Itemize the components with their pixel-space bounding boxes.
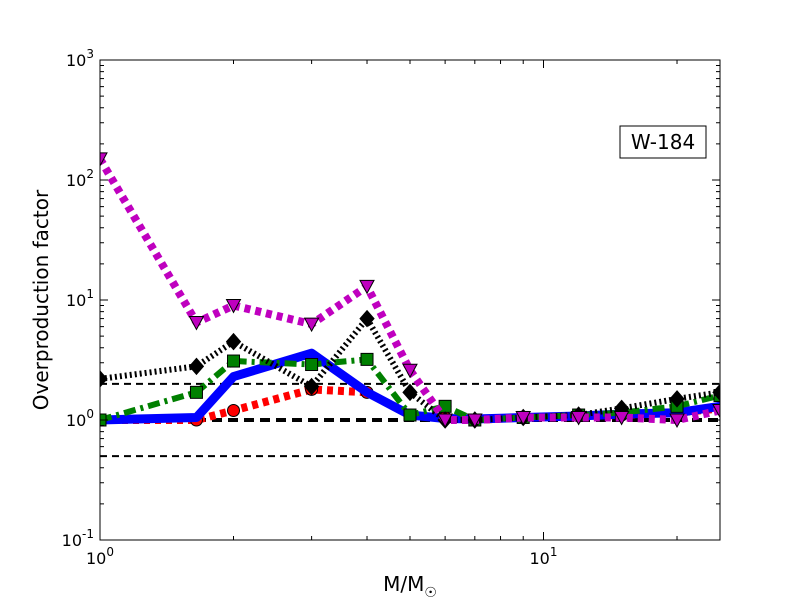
series-3-point xyxy=(403,408,417,422)
x-axis-label-subscript: ☉ xyxy=(424,585,437,600)
series-5 xyxy=(100,152,720,429)
y-tick-label: 101 xyxy=(66,287,94,310)
series-4-point xyxy=(225,332,242,351)
series-3-point xyxy=(305,358,319,372)
series-5-point xyxy=(359,279,375,295)
series-4-point xyxy=(712,383,720,402)
series-4-point xyxy=(188,357,205,376)
plot-background xyxy=(100,60,720,540)
series-5-point xyxy=(613,410,630,426)
x-axis-label: M/M☉ xyxy=(383,572,437,600)
series-4-point xyxy=(100,370,108,388)
series-5-point xyxy=(669,413,685,429)
series-5-point xyxy=(225,298,242,314)
series-4-point xyxy=(359,309,375,328)
series-5-point xyxy=(712,403,720,419)
y-tick-label: 102 xyxy=(66,167,94,190)
series-3-point xyxy=(189,385,203,399)
plot-frame xyxy=(99,59,721,541)
series-5-point xyxy=(188,315,205,331)
annotation-box: W-184 xyxy=(619,125,707,159)
y-tick-label: 103 xyxy=(66,47,94,70)
series-4-point xyxy=(669,390,685,408)
y-axis-label: Overproduction factor xyxy=(29,189,53,410)
series-5-point xyxy=(515,410,532,426)
series-1-point xyxy=(227,403,241,417)
x-tick-label: 100 xyxy=(86,545,114,568)
series-3-point xyxy=(360,352,374,366)
y-tick-label: 100 xyxy=(66,407,94,430)
series-3-point xyxy=(438,399,452,413)
series-5-point xyxy=(437,413,453,429)
series-5-point xyxy=(402,363,418,379)
series-layer xyxy=(100,152,720,429)
annotation-label: W-184 xyxy=(631,130,695,154)
series-5-point xyxy=(570,410,587,426)
series-4-point xyxy=(402,383,418,402)
series-5-point xyxy=(100,152,108,167)
series-5-point xyxy=(303,317,320,333)
series-4-point xyxy=(303,377,320,396)
ticks-layer xyxy=(99,59,720,541)
x-tick-label: 101 xyxy=(530,545,558,568)
series-3-point xyxy=(227,354,241,368)
series-5-point xyxy=(466,413,483,429)
y-tick-label: 10-1 xyxy=(62,527,94,550)
